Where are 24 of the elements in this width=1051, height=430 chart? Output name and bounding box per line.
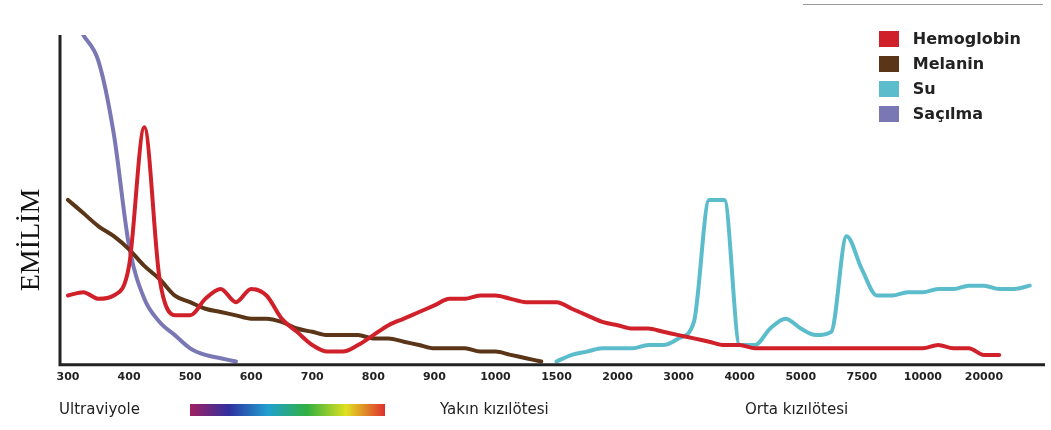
- y-axis-title: EMİLİM: [13, 188, 46, 292]
- x-tick-label: 300: [56, 370, 80, 384]
- x-tick-label: 10000: [903, 370, 943, 384]
- x-tick-label: 1000: [480, 370, 512, 384]
- legend-label: Saçılma: [912, 104, 984, 123]
- x-tick-label: 7500: [846, 370, 878, 384]
- text: Yakın kızılötesi: [440, 400, 549, 418]
- x-tick-label: 700: [300, 370, 325, 384]
- x-tick-label: 3000: [663, 370, 695, 384]
- x-tick-label: 900: [422, 370, 447, 384]
- legend-label: Melanin: [912, 54, 985, 73]
- text: Orta kızılötesi: [745, 400, 849, 418]
- text: Ultraviyole: [59, 400, 140, 418]
- x-tick-label: 500: [178, 370, 202, 384]
- legend-label: Su: [912, 79, 936, 98]
- legend-label: Hemoglobin: [912, 29, 1021, 48]
- x-tick-label: 4000: [724, 370, 756, 384]
- x-tick-label: 20000: [964, 370, 1004, 384]
- x-tick-label: 5000: [785, 370, 817, 384]
- x-tick-label: 600: [239, 370, 264, 384]
- x-tick-label: 1500: [541, 370, 573, 384]
- x-tick-label: 2000: [602, 370, 634, 384]
- x-tick-label: 400: [117, 370, 141, 384]
- x-tick-label: 800: [361, 370, 386, 384]
